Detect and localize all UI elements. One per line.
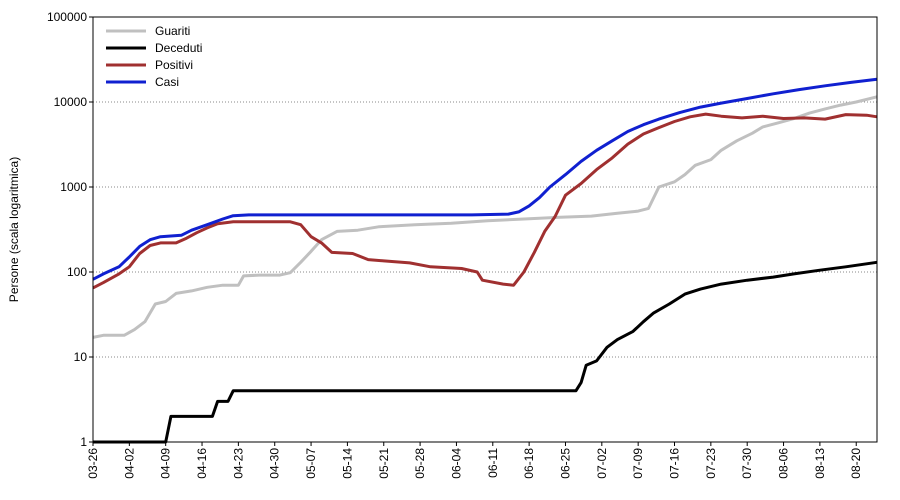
x-tick-label: 04-09: [159, 448, 173, 479]
y-axis-ticks: 1 10 100 1000 10000 100000: [47, 10, 93, 449]
series-line-guariti: [92, 95, 878, 339]
y-tick-label: 10: [74, 350, 88, 364]
x-tick-label: 08-13: [813, 448, 827, 479]
x-tick-label: 05-14: [340, 448, 354, 479]
x-tick-label: 03-26: [86, 448, 100, 479]
x-tick-label: 06-18: [522, 448, 536, 479]
legend-label: Positivi: [155, 58, 193, 72]
legend: Guariti Deceduti Positivi Casi: [106, 24, 202, 89]
y-axis-title: Persone (scala logaritmica): [7, 157, 21, 302]
x-tick-label: 04-16: [195, 448, 209, 479]
series-line-positivi: [92, 112, 878, 290]
x-tick-label: 07-16: [668, 448, 682, 479]
x-tick-label: 08-06: [777, 448, 791, 479]
y-tick-label: 1000: [60, 180, 87, 194]
x-tick-label: 06-25: [558, 448, 572, 479]
legend-label: Casi: [155, 75, 179, 89]
x-tick-label: 06-11: [486, 448, 500, 478]
x-tick-label: 07-02: [595, 448, 609, 479]
x-tick-label: 07-30: [740, 448, 754, 479]
y-tick-label: 100: [67, 265, 87, 279]
x-tick-label: 04-23: [231, 448, 245, 479]
y-tick-label: 100000: [47, 10, 87, 24]
x-tick-label: 05-28: [413, 448, 427, 479]
x-tick-label: 05-07: [304, 448, 318, 479]
x-tick-label: 08-20: [849, 448, 863, 479]
x-tick-label: 06-04: [449, 448, 463, 479]
x-tick-label: 04-02: [122, 448, 136, 479]
series-line-casi: [92, 77, 878, 281]
y-tick-label: 10000: [54, 95, 88, 109]
gridlines: [93, 101, 877, 358]
series-line-deceduti: [93, 260, 878, 444]
plot-frame: [92, 16, 878, 443]
x-tick-label: 05-21: [377, 448, 391, 479]
series-lines: [92, 77, 878, 444]
x-axis-ticks: 03-26 04-02 04-09 04-16 04-23 04-30 05-07 05-14…: [86, 442, 863, 479]
x-tick-label: 04-30: [268, 448, 282, 479]
x-tick-label: 07-09: [631, 448, 645, 479]
legend-label: Guariti: [155, 24, 190, 38]
x-tick-label: 07-23: [704, 448, 718, 479]
legend-label: Deceduti: [155, 41, 202, 55]
y-tick-label: 1: [80, 435, 87, 449]
